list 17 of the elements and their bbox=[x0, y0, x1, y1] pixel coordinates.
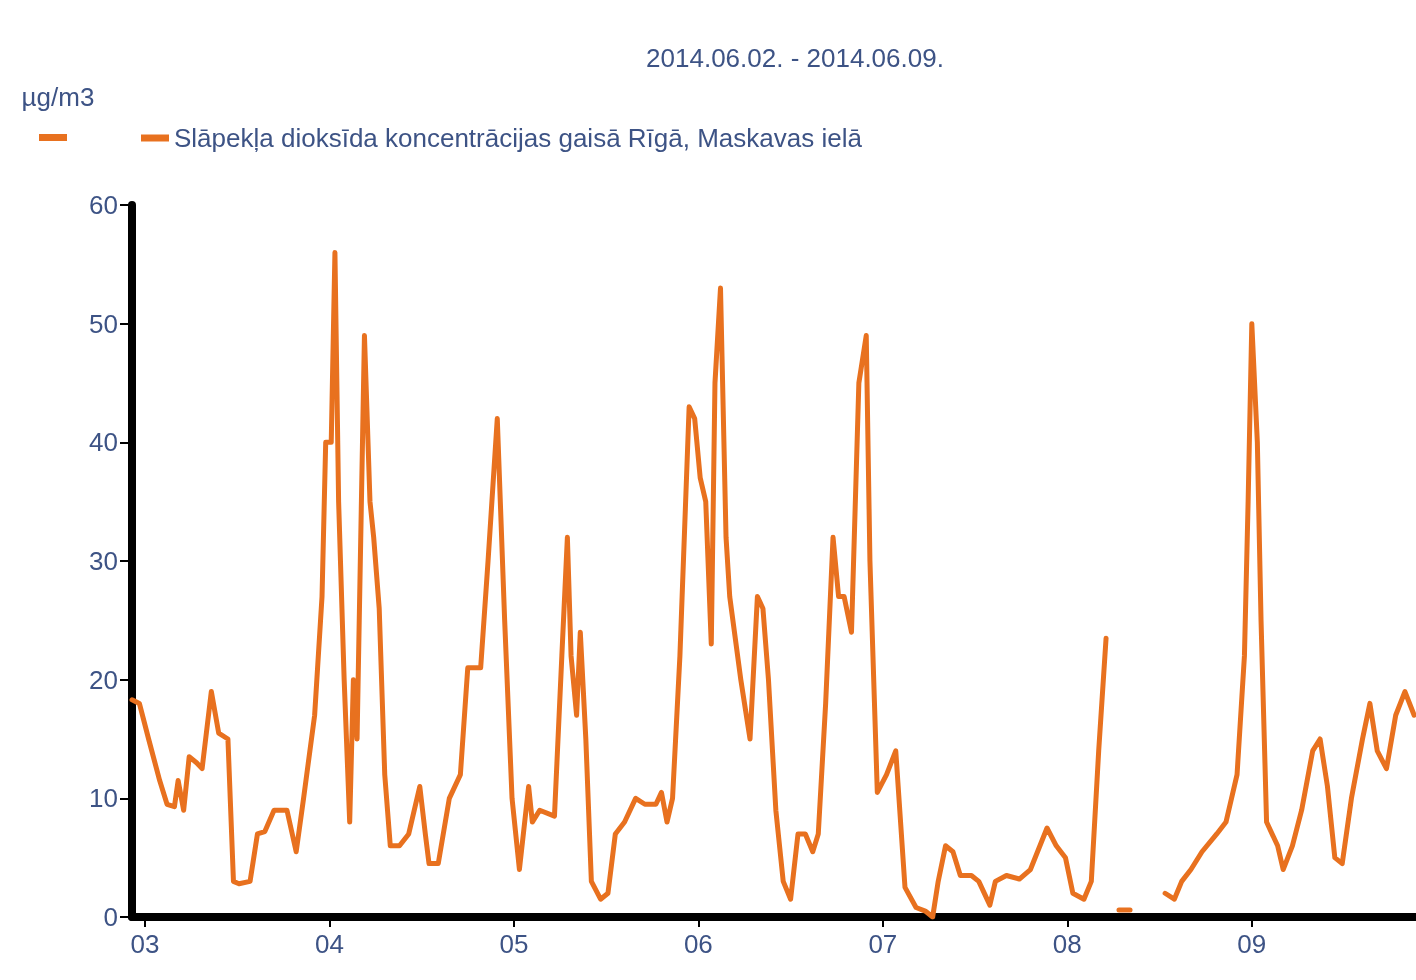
x-tick-label: 03 bbox=[130, 929, 160, 959]
y-tick-label: 50 bbox=[89, 308, 118, 339]
x-tick-label: 05 bbox=[499, 929, 529, 959]
y-axis-title: µg/m3 bbox=[21, 82, 95, 112]
x-tick-label: 07 bbox=[868, 929, 898, 959]
x-tick-label: 08 bbox=[1052, 929, 1082, 959]
chart-title: 2014.06.02. - 2014.06.09. bbox=[646, 43, 944, 73]
y-tick-label: 20 bbox=[89, 664, 118, 695]
x-tick-label: 06 bbox=[683, 929, 713, 959]
y-tick-label: 60 bbox=[89, 190, 118, 220]
y-tick-label: 0 bbox=[103, 902, 118, 932]
x-tick-label: 09 bbox=[1237, 929, 1267, 959]
y-tick-label: 30 bbox=[89, 546, 118, 576]
legend-label: Slāpekļa dioksīda koncentrācijas gaisā Rīgā, Maskavas ielā bbox=[174, 123, 863, 153]
y-tick-label: 10 bbox=[89, 783, 118, 814]
x-tick-label: 04 bbox=[314, 929, 344, 959]
y-tick-label: 40 bbox=[89, 427, 118, 458]
